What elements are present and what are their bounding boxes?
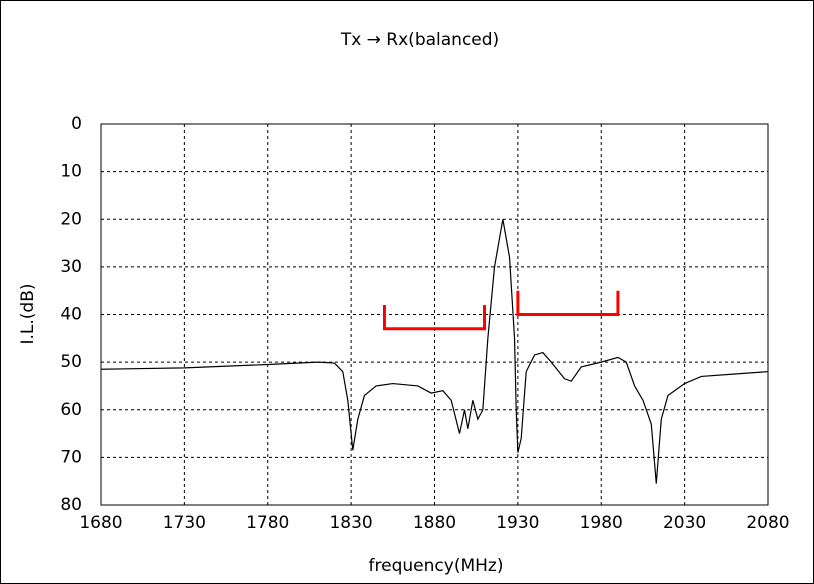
y-axis-label: I.L.(dB)	[18, 283, 38, 344]
y-tick-label: 60	[60, 400, 82, 420]
chart-title: Tx → Rx(balanced)	[340, 30, 499, 50]
x-tick-label: 1680	[79, 513, 122, 533]
x-tick-label: 1780	[246, 513, 289, 533]
y-tick-label: 10	[60, 162, 82, 182]
line	[100, 219, 769, 484]
x-tick-label: 1730	[163, 513, 206, 533]
x-tick-label: 2030	[663, 513, 706, 533]
line	[516, 290, 620, 316]
y-tick-label: 0	[71, 114, 82, 134]
y-tick-label: 50	[60, 352, 82, 372]
y-tick-label: 30	[60, 257, 82, 277]
y-tick-label: 20	[60, 209, 82, 229]
x-tick-label: 1830	[329, 513, 372, 533]
x-tick-label: 1930	[496, 513, 539, 533]
x-tick-label: 2080	[746, 513, 789, 533]
y-tick-label: 40	[60, 305, 82, 325]
x-axis-label: frequency(MHz)	[369, 556, 504, 576]
x-tick-label: 1880	[413, 513, 456, 533]
x-tick-label: 1980	[580, 513, 623, 533]
line	[382, 304, 487, 331]
y-tick-label: 70	[60, 447, 82, 467]
plot-area	[100, 123, 769, 506]
y-tick-label: 80	[60, 495, 82, 515]
